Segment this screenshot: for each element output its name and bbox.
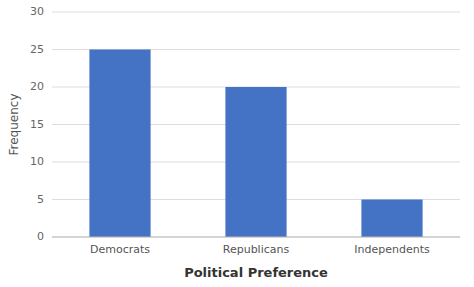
grid-line xyxy=(52,237,460,238)
bar xyxy=(89,50,150,238)
y-axis-label: Frequency xyxy=(7,94,21,156)
bars xyxy=(89,50,422,238)
y-tick-label: 15 xyxy=(30,118,44,131)
y-tick-label: 25 xyxy=(30,43,44,56)
x-tick-label: Republicans xyxy=(223,243,290,256)
y-tick-label: 30 xyxy=(30,5,44,18)
chart-container: 0 5 10 15 20 25 30 Democrats Republicans Independ… xyxy=(0,0,474,287)
bar xyxy=(225,87,286,237)
y-axis: 0 5 10 15 20 25 30 xyxy=(30,5,44,243)
bar xyxy=(361,200,422,238)
x-axis-line xyxy=(52,237,460,238)
y-tick-label: 10 xyxy=(30,155,44,168)
grid-line xyxy=(52,12,460,13)
y-tick-label: 5 xyxy=(37,193,44,206)
x-axis-label: Political Preference xyxy=(184,265,328,280)
chart: 0 5 10 15 20 25 30 Democrats Republicans Independ… xyxy=(0,0,474,287)
y-tick-label: 0 xyxy=(37,230,44,243)
x-axis: Democrats Republicans Independents xyxy=(90,243,430,256)
x-tick-label: Democrats xyxy=(90,243,150,256)
y-tick-label: 20 xyxy=(30,80,44,93)
grid xyxy=(52,12,460,237)
x-tick-label: Independents xyxy=(354,243,430,256)
